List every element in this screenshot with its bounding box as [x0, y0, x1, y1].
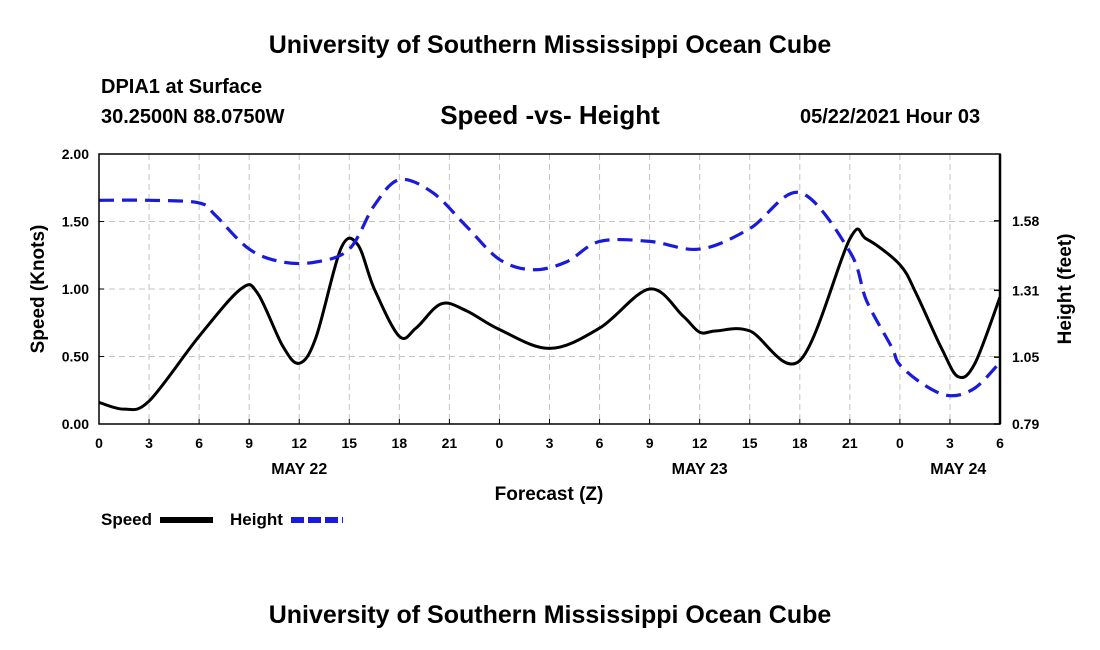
legend-speed-label: Speed [101, 510, 152, 529]
legend: Speed Height [101, 510, 343, 529]
coordinates-label: 30.2500N 88.0750W [101, 106, 285, 128]
legend-height-label: Height [230, 510, 283, 529]
station-label: DPIA1 at Surface [101, 76, 263, 98]
series-line-speed [98, 227, 1002, 412]
x-tick-label: 12 [692, 435, 708, 451]
bottom-title: University of Southern Mississippi Ocean… [268, 601, 832, 629]
y2-tick-label: 0.79 [1012, 416, 1039, 432]
x-tick-label: 21 [842, 435, 858, 451]
series-line-height [98, 177, 1002, 398]
x-tick-label: 12 [291, 435, 307, 451]
y-axis-label: Speed (Knots) [28, 225, 49, 354]
x-axis-label: Forecast (Z) [495, 484, 604, 505]
x-tick-label: 0 [496, 435, 504, 451]
y-tick-label: 0.50 [62, 349, 89, 365]
y-tick-label: 0.00 [62, 416, 89, 432]
x-tick-label: 3 [145, 435, 153, 451]
x-tick-label: 0 [95, 435, 103, 451]
series-group [98, 177, 1002, 412]
y2-axis-label: Height (feet) [1055, 234, 1076, 345]
date-label-may-22: MAY 22 [271, 461, 327, 478]
x-tick-label: 15 [742, 435, 758, 451]
y2-tick-label: 1.05 [1012, 349, 1039, 365]
x-tick-label: 9 [245, 435, 253, 451]
date-label: 05/22/2021 Hour 03 [800, 106, 981, 128]
tick-labels: 0 3 6 9 12 15 18 21 0 3 6 9 12 15 18 21 0 3 6 MAY 22 MAY 23 M… [62, 146, 1040, 478]
top-title: University of Southern Mississippi Ocean… [268, 31, 832, 59]
x-tick-label: 6 [996, 435, 1004, 451]
x-tick-label: 18 [392, 435, 408, 451]
y-tick-label: 1.00 [62, 281, 89, 297]
x-tick-label: 6 [195, 435, 203, 451]
x-tick-label: 9 [646, 435, 654, 451]
grid-lines [99, 154, 1000, 424]
x-tick-label: 3 [946, 435, 954, 451]
x-tick-label: 6 [596, 435, 604, 451]
date-label-may-24: MAY 24 [930, 461, 986, 478]
x-tick-label: 15 [341, 435, 357, 451]
x-tick-label: 0 [896, 435, 904, 451]
x-tick-label: 18 [792, 435, 808, 451]
y-tick-label: 2.00 [62, 146, 89, 162]
y-tick-label: 1.50 [62, 214, 89, 230]
date-label-may-23: MAY 23 [672, 461, 728, 478]
y2-tick-label: 1.58 [1012, 213, 1039, 229]
y2-tick-label: 1.31 [1012, 282, 1039, 298]
x-tick-label: 3 [546, 435, 554, 451]
chart-title: Speed -vs- Height [440, 100, 660, 130]
x-tick-label: 21 [442, 435, 458, 451]
